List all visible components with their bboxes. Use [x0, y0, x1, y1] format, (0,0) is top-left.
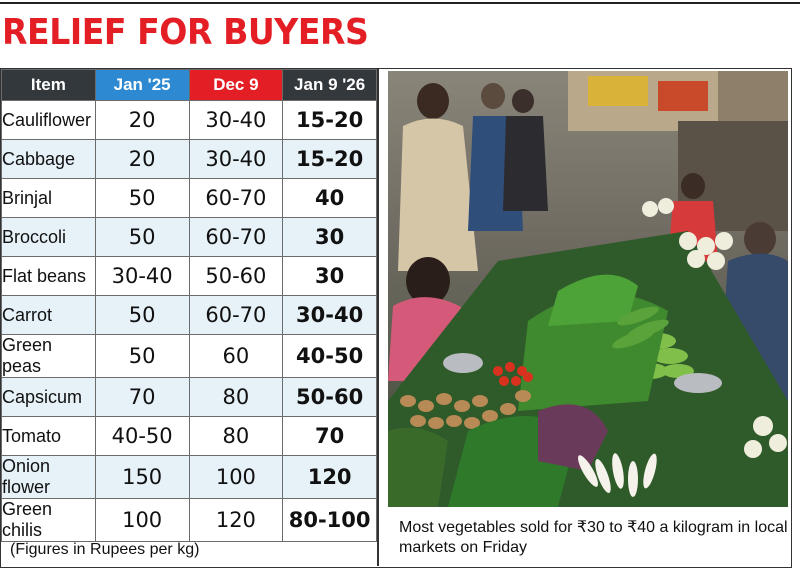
price-dec-9-cell: 30-40	[188, 139, 284, 179]
table-row: Brinjal 50 60-70 40	[1, 178, 377, 218]
item-name-cell: Tomato	[1, 416, 96, 456]
table-row: Tomato 40-50 80 70	[1, 416, 377, 456]
price-jan-9-26-cell: 15-20	[282, 139, 377, 179]
price-jan-9-26-cell: 70	[282, 416, 377, 456]
table-row: Onion flower 150 100 120	[1, 455, 377, 499]
price-dec-9-cell: 30-40	[188, 100, 284, 140]
table-header-row: Item Jan '25 Dec 9 Jan 9 '26	[1, 69, 377, 101]
headline: RELIEF FOR BUYERS	[2, 12, 369, 53]
item-name-cell: Green peas	[1, 334, 96, 378]
table-row: Flat beans 30-40 50-60 30	[1, 256, 377, 296]
price-jan-9-26-cell: 40	[282, 178, 377, 218]
price-jan-9-26-cell: 15-20	[282, 100, 377, 140]
table-row: Cauliflower 20 30-40 15-20	[1, 100, 377, 140]
price-jan-25-cell: 50	[94, 334, 190, 378]
price-jan-25-cell: 30-40	[94, 256, 190, 296]
price-table: Item Jan '25 Dec 9 Jan 9 '26 Cauliflower…	[1, 69, 377, 542]
price-dec-9-cell: 80	[188, 377, 284, 417]
header-dec-9: Dec 9	[188, 69, 284, 101]
item-name-cell: Cabbage	[1, 139, 96, 179]
price-jan-9-26-cell: 80-100	[282, 498, 377, 542]
price-jan-9-26-cell: 120	[282, 455, 377, 499]
price-jan-9-26-cell: 30	[282, 217, 377, 257]
table-row: Green peas 50 60 40-50	[1, 334, 377, 378]
vegetable-market-illustration	[388, 71, 788, 507]
item-name-cell: Green chilis	[1, 498, 96, 542]
table-row: Green chilis 100 120 80-100	[1, 498, 377, 542]
table-row: Broccoli 50 60-70 30	[1, 217, 377, 257]
price-dec-9-cell: 60-70	[188, 178, 284, 218]
price-jan-25-cell: 100	[94, 498, 190, 542]
item-name-cell: Capsicum	[1, 377, 96, 417]
item-name-cell: Cauliflower	[1, 100, 96, 140]
table-row: Cabbage 20 30-40 15-20	[1, 139, 377, 179]
price-jan-9-26-cell: 30	[282, 256, 377, 296]
price-jan-25-cell: 40-50	[94, 416, 190, 456]
item-name-cell: Flat beans	[1, 256, 96, 296]
price-jan-9-26-cell: 50-60	[282, 377, 377, 417]
price-dec-9-cell: 80	[188, 416, 284, 456]
item-name-cell: Carrot	[1, 295, 96, 335]
header-jan-25: Jan '25	[94, 69, 190, 101]
top-rule	[0, 2, 800, 4]
infographic-panel: Item Jan '25 Dec 9 Jan 9 '26 Cauliflower…	[0, 68, 792, 568]
price-dec-9-cell: 50-60	[188, 256, 284, 296]
price-jan-25-cell: 50	[94, 295, 190, 335]
price-dec-9-cell: 60-70	[188, 217, 284, 257]
price-jan-9-26-cell: 40-50	[282, 334, 377, 378]
price-dec-9-cell: 120	[188, 498, 284, 542]
price-jan-25-cell: 50	[94, 178, 190, 218]
price-dec-9-cell: 60	[188, 334, 284, 378]
price-jan-9-26-cell: 30-40	[282, 295, 377, 335]
item-name-cell: Broccoli	[1, 217, 96, 257]
table-row: Capsicum 70 80 50-60	[1, 377, 377, 417]
photo-caption: Most vegetables sold for ₹30 to ₹40 a ki…	[399, 519, 788, 556]
item-name-cell: Brinjal	[1, 178, 96, 218]
price-dec-9-cell: 60-70	[188, 295, 284, 335]
header-jan-9-26: Jan 9 '26	[282, 69, 377, 101]
units-note: (Figures in Rupees per kg)	[10, 541, 200, 558]
header-item: Item	[1, 69, 96, 101]
price-jan-25-cell: 50	[94, 217, 190, 257]
table-body: Cauliflower 20 30-40 15-20 Cabbage 20 30-40 15-…	[1, 100, 377, 542]
price-jan-25-cell: 70	[94, 377, 190, 417]
item-name-cell: Onion flower	[1, 455, 96, 499]
price-jan-25-cell: 150	[94, 455, 190, 499]
price-dec-9-cell: 100	[188, 455, 284, 499]
panel-divider	[377, 69, 379, 566]
price-jan-25-cell: 20	[94, 100, 190, 140]
table-row: Carrot 50 60-70 30-40	[1, 295, 377, 335]
market-photo	[388, 71, 788, 507]
price-jan-25-cell: 20	[94, 139, 190, 179]
